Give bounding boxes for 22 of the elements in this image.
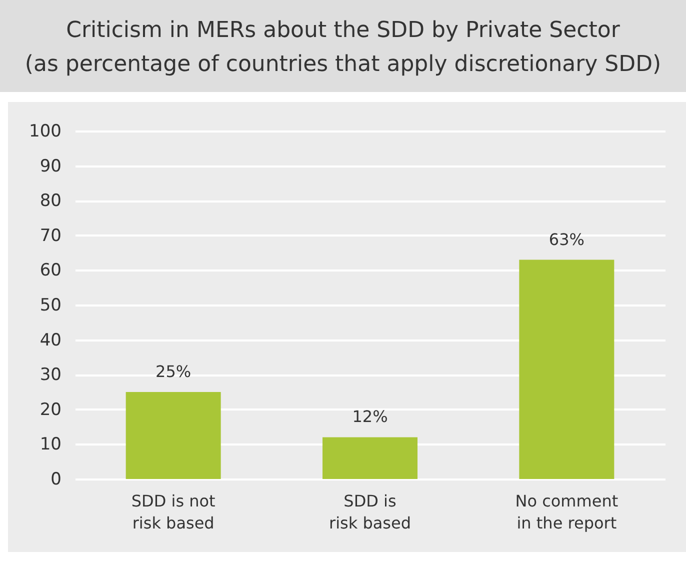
data-label: 25% [156,362,192,381]
y-tick-label: 40 [40,330,62,350]
data-label: 12% [352,407,388,426]
y-tick-label: 70 [40,226,62,246]
y-tick-label: 50 [40,296,62,316]
bar [126,392,221,479]
chart-subtitle: (as percentage of countries that apply discretionary SDD) [24,51,662,79]
bar [519,260,614,479]
y-tick-label: 60 [40,260,62,281]
x-tick-label: No comment in the report [515,492,618,532]
chart-title: Criticism in MERs about the SDD by Private Sector [65,17,621,45]
y-tick-label: 100 [29,122,62,142]
y-tick-label: 10 [40,434,62,455]
y-tick-label: 80 [40,191,62,212]
x-tick-label: SDD is risk based [328,492,412,532]
y-tick-label: 20 [40,400,62,420]
y-tick-label: 30 [40,365,62,386]
y-tick-label: 0 [50,470,62,490]
data-label: 63% [548,230,584,249]
y-tick-label: 90 [40,156,62,176]
bar [322,437,418,479]
x-tick-label: SDD is not risk based [131,492,216,532]
